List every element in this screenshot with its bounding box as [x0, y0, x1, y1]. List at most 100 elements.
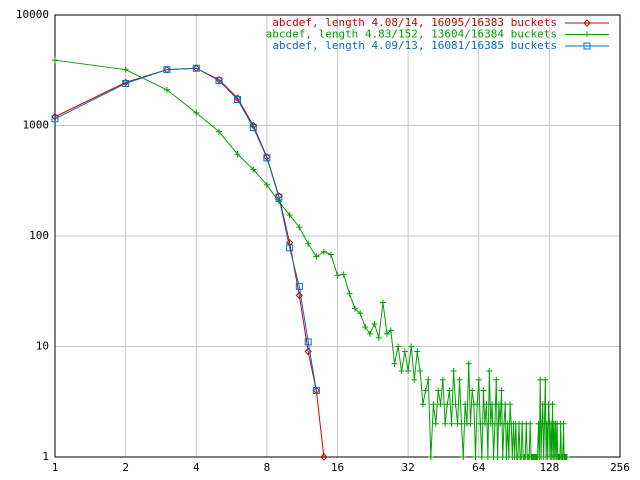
data-point: [456, 376, 463, 383]
data-point: [419, 401, 426, 408]
data-point: [465, 360, 472, 367]
data-point: [444, 401, 451, 408]
data-point: [357, 310, 364, 317]
data-point: [507, 401, 514, 408]
data-point: [483, 401, 490, 408]
data-point: [395, 343, 402, 350]
data-point: [391, 360, 398, 367]
x-tick-label: 16: [331, 461, 344, 474]
data-point: [366, 330, 373, 337]
data-point: [352, 305, 359, 312]
data-point: [491, 420, 498, 427]
data-point: [460, 454, 467, 460]
data-point: [542, 376, 549, 383]
data-point: [234, 151, 241, 158]
data-point: [379, 299, 386, 306]
data-point: [537, 376, 544, 383]
data-point: [417, 368, 424, 375]
data-point: [375, 334, 382, 341]
data-point: [275, 198, 282, 205]
data-point: [51, 115, 59, 123]
data-point: [275, 193, 283, 201]
plot-border: [54, 14, 621, 458]
data-point: [448, 420, 455, 427]
x-tick-label: 32: [402, 461, 415, 474]
data-point: [408, 343, 415, 350]
data-point: [295, 291, 304, 300]
data-point: [286, 244, 294, 252]
legend-marker: [583, 42, 591, 50]
x-tick-label: 128: [539, 461, 559, 474]
data-point: [121, 78, 130, 87]
data-point: [305, 240, 312, 247]
data-point: [312, 386, 320, 394]
data-point: [493, 376, 500, 383]
data-point: [371, 320, 378, 327]
data-point: [430, 401, 437, 408]
data-point: [484, 454, 491, 460]
data-point: [427, 454, 434, 460]
data-point: [52, 57, 58, 64]
series-line: [54, 67, 317, 391]
data-point: [527, 420, 534, 427]
data-point: [122, 66, 129, 73]
x-tick-label: 8: [264, 461, 271, 474]
data-point: [401, 348, 408, 355]
legend-label: abcdef, length 4.08/14, 16095/16383 buck…: [272, 16, 557, 29]
data-point: [362, 324, 369, 331]
data-point: [334, 272, 341, 279]
data-point: [489, 401, 496, 408]
data-point: [304, 347, 312, 356]
y-tick-label: 1: [42, 450, 49, 463]
data-point: [234, 95, 242, 103]
legend-marker: [584, 31, 590, 38]
data-point: [263, 154, 271, 162]
data-point: [452, 401, 459, 408]
legend-label: abcdef, length 4.83/152, 13604/16384 buc…: [266, 28, 557, 41]
data-point: [539, 401, 546, 408]
x-tick-label: 2: [122, 461, 129, 474]
data-point: [446, 387, 453, 394]
data-point: [481, 420, 488, 427]
data-point: [472, 454, 479, 460]
data-point: [469, 387, 476, 394]
data-point: [458, 420, 465, 427]
data-point: [215, 75, 223, 84]
data-point: [163, 66, 171, 74]
data-point: [215, 128, 222, 135]
data-point: [405, 368, 412, 375]
data-point: [320, 453, 328, 461]
data-point: [192, 64, 200, 72]
data-point: [295, 282, 303, 290]
series-line: [54, 59, 567, 458]
data-point: [414, 348, 421, 355]
data-point: [320, 248, 327, 255]
data-point: [411, 376, 418, 383]
data-point: [387, 327, 394, 334]
data-point: [442, 420, 449, 427]
data-point: [340, 271, 347, 278]
data-point: [494, 454, 501, 460]
y-tick-label: 10000: [16, 8, 49, 21]
data-point: [495, 401, 502, 408]
data-point: [563, 454, 570, 460]
data-point: [425, 376, 432, 383]
data-point: [313, 253, 320, 260]
y-tick-label: 10: [36, 340, 49, 353]
data-point: [480, 387, 487, 394]
data-point: [122, 79, 130, 87]
data-point: [346, 290, 353, 297]
data-point: [193, 109, 200, 116]
data-point: [475, 376, 482, 383]
y-tick-label: 1000: [23, 119, 50, 132]
data-point: [263, 153, 271, 161]
legend-marker: [583, 19, 591, 27]
data-point: [422, 387, 429, 394]
data-point: [383, 330, 390, 337]
data-point: [478, 454, 485, 460]
x-tick-label: 4: [193, 461, 200, 474]
data-point: [462, 401, 469, 408]
